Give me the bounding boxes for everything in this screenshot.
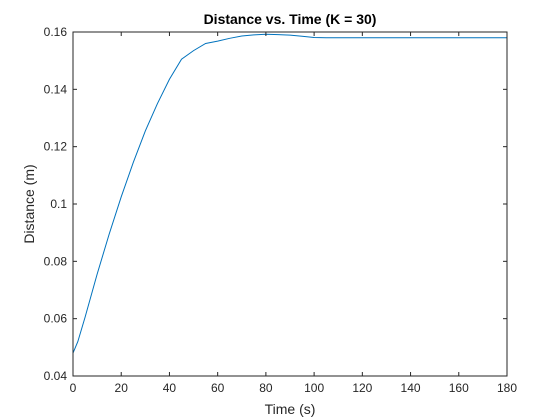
chart-title: Distance vs. Time (K = 30) [204, 11, 377, 27]
x-tick-label: 180 [497, 381, 517, 395]
y-tick-label: 0.08 [44, 254, 68, 268]
plot-area [73, 32, 507, 376]
ticks: 0 20 40 60 80 100 120 140 160 180 0.04 0.06 0.08 0.1 0… [44, 25, 518, 395]
series-lines [72, 33, 507, 354]
x-tick-label: 120 [352, 381, 372, 395]
y-tick-label: 0.14 [44, 82, 68, 96]
x-tick-label: 0 [70, 381, 77, 395]
x-tick-label: 100 [304, 381, 324, 395]
x-tick-label: 160 [449, 381, 469, 395]
x-tick-label: 140 [401, 381, 421, 395]
x-tick-label: 60 [211, 381, 225, 395]
y-tick-label: 0.06 [44, 312, 68, 326]
x-axis-label: Time (s) [265, 401, 316, 417]
x-tick-label: 20 [115, 381, 129, 395]
y-tick-label: 0.04 [44, 369, 68, 383]
x-tick-label: 80 [259, 381, 273, 395]
x-tick-label: 40 [163, 381, 177, 395]
series-line-0 [72, 33, 507, 354]
y-tick-label: 0.1 [50, 197, 67, 211]
y-tick-label: 0.12 [44, 140, 68, 154]
y-tick-label: 0.16 [44, 25, 68, 39]
y-axis-label: Distance (m) [21, 164, 37, 243]
